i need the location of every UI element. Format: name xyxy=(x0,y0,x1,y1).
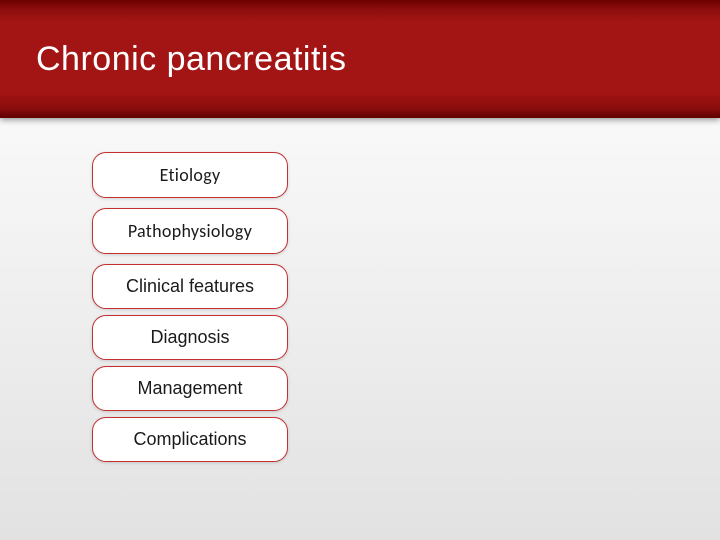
slide-title: Chronic pancreatitis xyxy=(36,40,346,79)
list-item-label: Clinical features xyxy=(126,276,254,297)
list-item-label: Etiology xyxy=(160,164,221,186)
list-item: Complications xyxy=(92,417,288,462)
slide-header: Chronic pancreatitis xyxy=(0,0,720,118)
list-item-label: Diagnosis xyxy=(150,327,229,348)
list-item: Pathophysiology xyxy=(92,208,288,254)
list-item: Etiology xyxy=(92,152,288,198)
list-item: Clinical features xyxy=(92,264,288,309)
list-item-label: Pathophysiology xyxy=(128,220,252,242)
list-item-label: Complications xyxy=(133,429,246,450)
slide: Chronic pancreatitis Etiology Pathophysi… xyxy=(0,0,720,540)
list-item: Management xyxy=(92,366,288,411)
list-item: Diagnosis xyxy=(92,315,288,360)
topic-list: Etiology Pathophysiology Clinical featur… xyxy=(92,152,292,468)
list-item-label: Management xyxy=(137,378,242,399)
